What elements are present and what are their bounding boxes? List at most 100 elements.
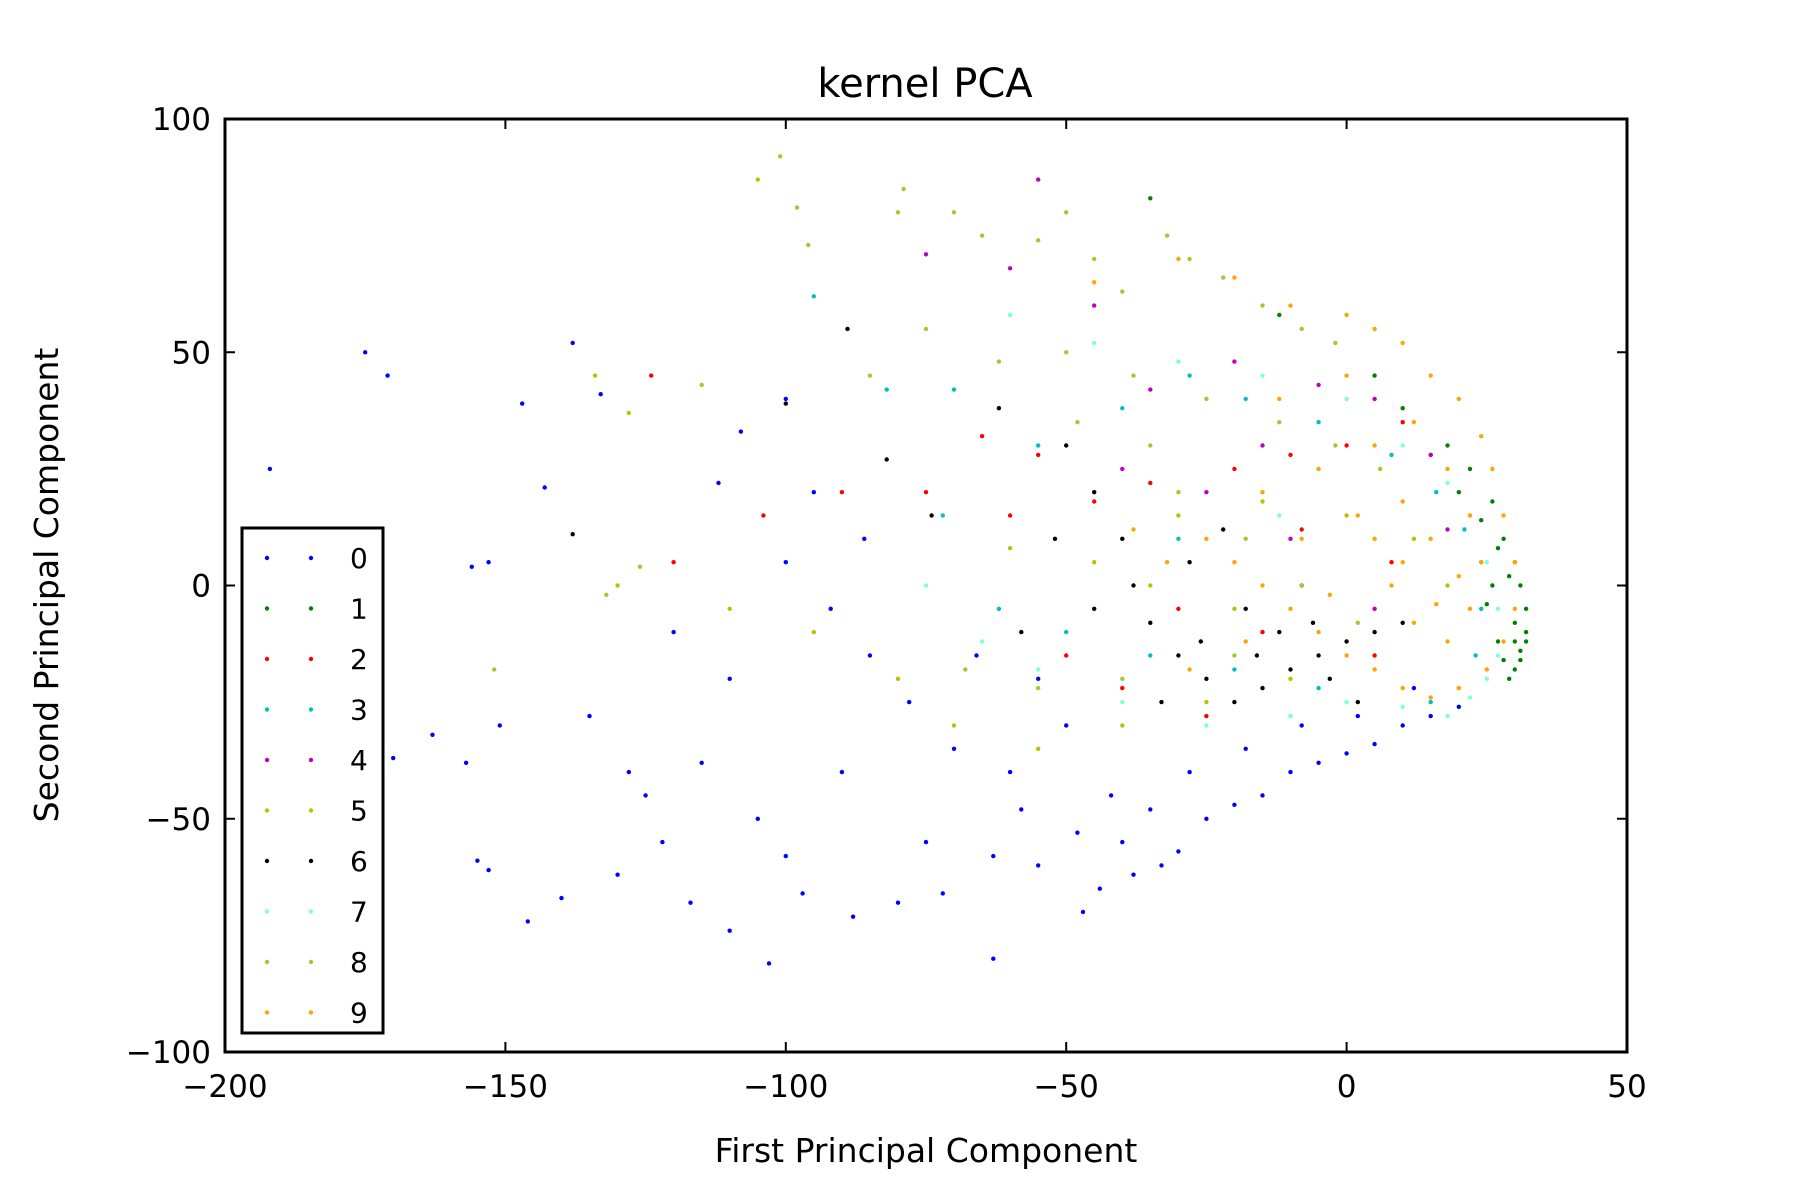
point-0 [1080,909,1086,915]
point-5 [626,410,631,416]
point-7 [1176,359,1181,364]
legend-marker [264,808,270,813]
point-8 [901,186,906,192]
point-5 [811,629,816,635]
point-2 [1176,606,1181,611]
legend-marker [308,757,314,763]
point-9 [1131,527,1136,532]
point-2 [649,373,654,378]
point-0 [940,891,945,896]
point-2 [1400,420,1405,425]
point-0 [1232,802,1237,807]
point-0 [974,653,979,658]
point-9 [1411,420,1417,425]
point-5 [1007,546,1013,551]
legend-label: 7 [350,896,368,929]
point-8 [1355,620,1361,625]
point-7 [1484,676,1490,681]
point-5 [1120,723,1125,728]
legend-item-9: 9 [264,997,368,1030]
point-2 [923,490,929,495]
legend-marker [264,1010,270,1015]
y-tick-label: −50 [146,802,211,838]
point-6 [1092,490,1097,495]
point-9 [1400,560,1405,565]
point-5 [755,177,760,182]
point-1 [1523,629,1529,635]
point-2 [1389,560,1394,565]
legend-marker [264,656,270,662]
point-6 [1221,527,1226,532]
point-7 [1092,340,1097,346]
series-9 [1092,256,1518,700]
point-9 [1389,583,1394,588]
point-3 [1036,443,1041,448]
point-1 [1518,657,1523,663]
point-0 [783,853,788,859]
point-0 [1411,685,1417,691]
point-2 [1007,513,1013,518]
point-0 [267,466,273,472]
point-7 [1007,312,1013,318]
point-9 [1501,513,1506,518]
point-9 [1260,490,1265,495]
point-6 [1131,583,1136,588]
point-6 [1019,629,1024,635]
point-0 [486,560,491,565]
point-1 [1507,676,1512,681]
point-0 [1243,746,1248,751]
point-1 [1490,583,1495,588]
point-3 [1232,667,1237,672]
point-0 [598,392,603,397]
point-8 [806,242,811,248]
point-9 [1456,685,1462,691]
point-8 [1243,536,1248,541]
point-6 [1327,676,1333,681]
point-0 [755,816,760,821]
point-0 [463,760,469,765]
point-0 [783,560,788,565]
point-6 [1260,685,1265,691]
point-6 [1316,653,1321,658]
point-1 [1490,499,1495,504]
point-8 [1120,289,1125,294]
point-0 [643,793,648,798]
point-9 [1411,620,1417,625]
x-tick-label: −100 [743,1069,828,1105]
point-1 [1479,518,1484,523]
point-4 [1428,452,1433,458]
point-7 [979,639,985,644]
point-2 [1204,713,1209,719]
point-8 [996,359,1002,364]
point-0 [1316,760,1321,765]
point-9 [1316,466,1321,472]
y-tick-label: −100 [126,1035,211,1071]
point-2 [1036,452,1041,458]
point-0 [520,401,525,406]
point-8 [1148,443,1153,448]
legend-label: 5 [350,795,368,828]
point-4 [1372,606,1377,611]
point-1 [1467,466,1473,472]
point-1 [1512,620,1518,625]
point-7 [1288,713,1293,719]
point-0 [907,699,912,705]
point-8 [1378,466,1383,472]
point-9 [1428,695,1433,700]
chart-title: kernel PCA [817,61,1033,107]
point-2 [761,513,766,518]
legend-label: 3 [350,694,368,727]
point-4 [1092,303,1097,308]
point-9 [1490,466,1495,472]
point-3 [1187,373,1192,378]
point-0 [716,480,721,486]
point-0 [951,746,957,751]
point-8 [1164,233,1170,238]
point-0 [1400,723,1405,728]
point-6 [1092,606,1097,611]
point-7 [1400,443,1405,448]
legend-item-2: 2 [264,643,368,676]
point-0 [867,653,873,658]
point-2 [839,490,845,495]
